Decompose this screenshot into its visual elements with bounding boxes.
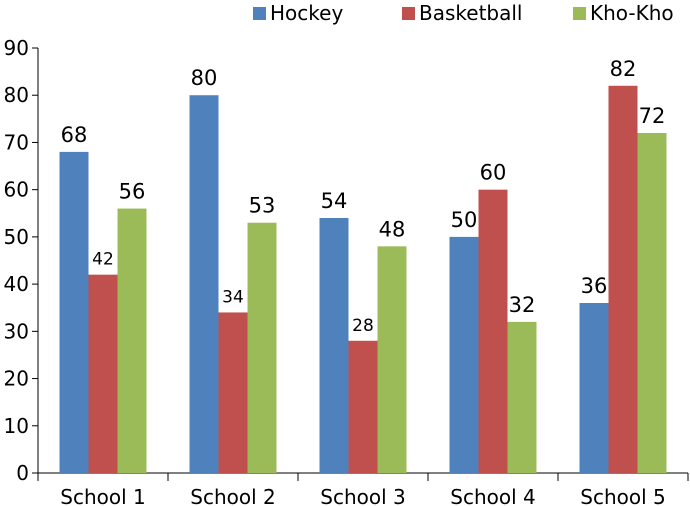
x-tick-label: School 1 xyxy=(60,485,145,506)
x-tick-label: School 5 xyxy=(580,485,665,506)
bars xyxy=(59,85,667,474)
bar-kho-kho-2 xyxy=(247,222,277,473)
bar-basketball-3 xyxy=(348,340,378,473)
legend-label: Hockey xyxy=(270,1,343,25)
bar-kho-kho-5 xyxy=(637,133,667,473)
data-label: 82 xyxy=(610,57,637,81)
y-tick-label: 20 xyxy=(4,367,29,391)
bar-hockey-1 xyxy=(59,151,89,473)
x-tick-label: School 4 xyxy=(450,485,535,506)
bar-hockey-2 xyxy=(189,95,219,473)
bar-basketball-2 xyxy=(218,312,248,473)
y-tick-label: 50 xyxy=(4,225,29,249)
data-label: 50 xyxy=(451,208,478,232)
x-tick-label: School 2 xyxy=(190,485,275,506)
bar-hockey-5 xyxy=(579,303,609,473)
y-tick-label: 10 xyxy=(4,414,29,438)
legend-swatch xyxy=(253,7,266,20)
data-label: 60 xyxy=(480,161,507,185)
data-label: 28 xyxy=(352,316,374,336)
y-tick-label: 70 xyxy=(4,130,29,154)
data-label: 32 xyxy=(509,293,536,317)
bar-basketball-4 xyxy=(478,189,508,473)
y-tick-label: 30 xyxy=(4,319,29,343)
data-label: 54 xyxy=(321,189,348,213)
bar-kho-kho-3 xyxy=(377,246,407,473)
data-label: 80 xyxy=(191,66,218,90)
y-tick-label: 0 xyxy=(16,461,29,485)
bar-hockey-3 xyxy=(319,218,349,473)
data-label: 68 xyxy=(61,123,88,147)
data-label: 48 xyxy=(379,217,406,241)
y-tick-label: 80 xyxy=(4,83,29,107)
data-label: 56 xyxy=(119,180,146,204)
bar-basketball-1 xyxy=(88,274,118,473)
legend-label: Basketball xyxy=(419,1,522,25)
bar-hockey-4 xyxy=(449,236,479,473)
bar-kho-kho-1 xyxy=(117,208,147,474)
y-axis: 0 10 20 30 40 50 60 70 80 90 xyxy=(4,36,39,485)
data-label: 42 xyxy=(92,250,114,270)
data-label: 36 xyxy=(581,274,608,298)
legend-swatch xyxy=(573,7,586,20)
legend-label: Kho-Kho xyxy=(590,1,674,25)
x-tick-label: School 3 xyxy=(320,485,405,506)
data-label: 34 xyxy=(222,287,244,307)
legend-swatch xyxy=(402,7,415,20)
y-tick-label: 60 xyxy=(4,178,29,202)
data-label: 72 xyxy=(639,104,666,128)
x-axis: School 1 School 2 School 3 School 4 School 5 xyxy=(37,472,689,506)
bar-basketball-5 xyxy=(608,85,638,474)
y-tick-label: 90 xyxy=(4,36,29,60)
bar-kho-kho-4 xyxy=(507,321,537,473)
y-tick-label: 40 xyxy=(4,272,29,296)
legend: Hockey Basketball Kho-Kho xyxy=(253,1,674,25)
data-label: 53 xyxy=(249,194,276,218)
